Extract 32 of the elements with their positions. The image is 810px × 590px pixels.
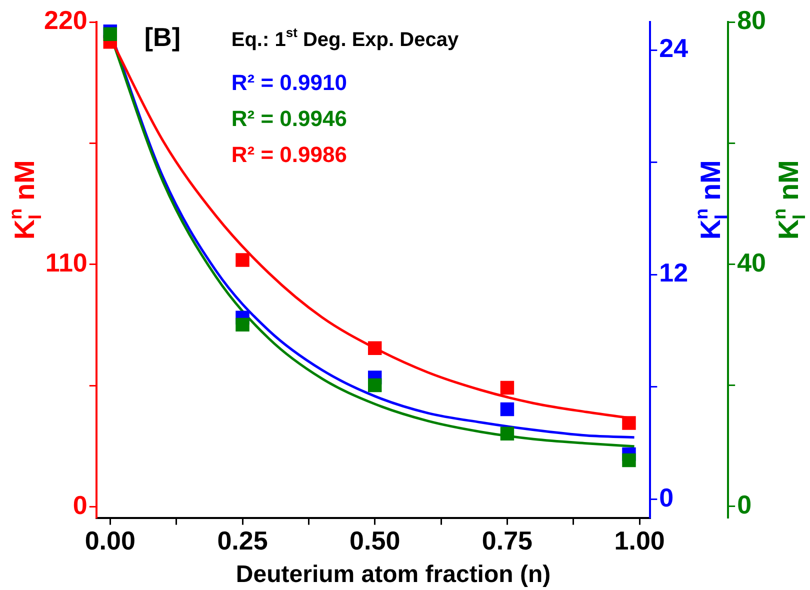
point (622, 453, 636, 468)
point (500, 402, 514, 416)
y3-axis-title: KIn nM (769, 160, 809, 240)
x-tick-label: 0.50 (350, 526, 400, 556)
point (622, 416, 636, 430)
y3-tick-label: 80 (737, 5, 766, 36)
y3-tick-label: 0 (737, 489, 752, 520)
x-tick-label: 1.00 (614, 526, 665, 556)
y3-tick-label: 40 (737, 247, 766, 278)
x-tick-label: 0.00 (84, 526, 136, 556)
point (368, 378, 382, 392)
y-axis-title: KIn nM (5, 160, 45, 240)
y2-axis-title: KIn nM (691, 160, 732, 240)
y2-tick-label: 12 (659, 258, 688, 288)
series-label: R² = 0.9986 (231, 142, 347, 167)
text: R² = 0.9910 (231, 70, 347, 95)
point (103, 27, 118, 41)
y2-tick-label: 24 (659, 33, 689, 64)
point (500, 426, 514, 441)
point (368, 341, 382, 355)
point (236, 253, 250, 267)
y2-tick-label: 0 (659, 482, 674, 512)
point (500, 380, 514, 395)
x-tick-label: 0.75 (482, 526, 533, 556)
x-tick-label: 0.25 (217, 526, 268, 556)
y-tick-label: 220 (44, 5, 88, 36)
y-tick-label: 0 (72, 490, 88, 520)
annotation: [B] (144, 22, 180, 52)
point (236, 318, 250, 332)
text: R² = 0.9946 (231, 106, 347, 131)
x-axis-title: Deuterium atom fraction (n) (236, 561, 551, 588)
y-tick-label: 110 (45, 248, 88, 278)
